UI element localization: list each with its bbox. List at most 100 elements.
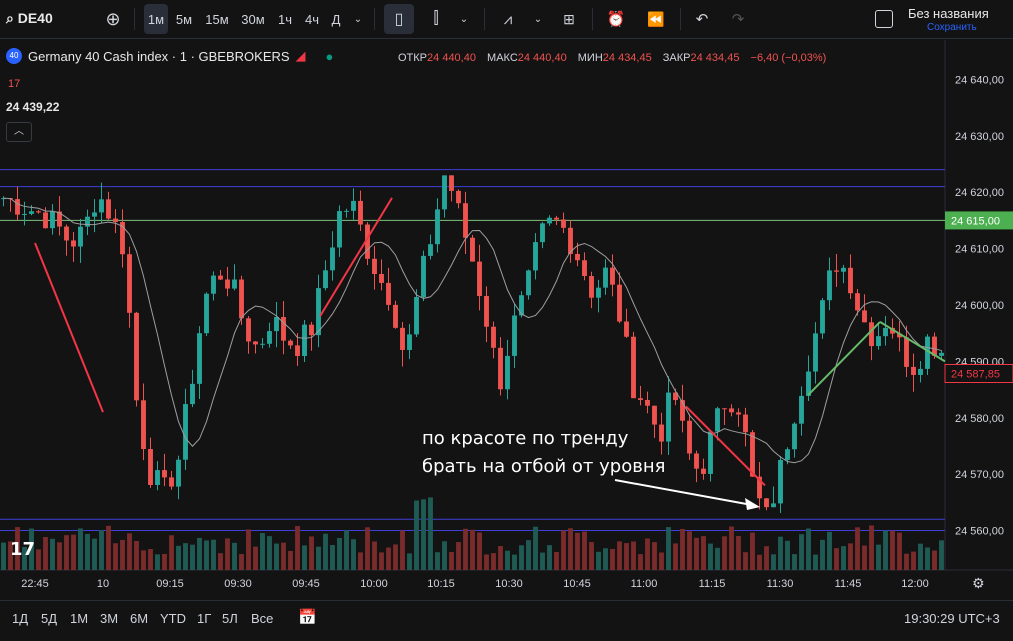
volume-bar (820, 539, 825, 570)
tf-4h[interactable]: 4ч (304, 11, 319, 27)
candle-body (547, 217, 552, 224)
indicators-icon[interactable]: ⫿ (433, 10, 439, 27)
chevron-down-icon[interactable]: ⌄ (353, 13, 363, 25)
candle-body (330, 247, 335, 271)
chevron-down-icon[interactable]: ⌄ (459, 13, 469, 25)
volume-bar (827, 531, 832, 570)
candle-body (904, 337, 909, 367)
candle-body (491, 326, 496, 348)
range-1d[interactable]: 1Д (12, 611, 29, 626)
candle-body (344, 210, 349, 212)
layout-checkbox[interactable] (875, 10, 893, 28)
candle-body (834, 270, 839, 272)
range-ytd[interactable]: YTD (160, 611, 186, 626)
range-3m[interactable]: 3М (100, 611, 119, 626)
candles-icon[interactable]: ▯ (384, 4, 414, 34)
candle-body (890, 327, 895, 334)
alert-icon[interactable]: ⏰ (606, 11, 626, 28)
range-5y[interactable]: 5Л (222, 611, 238, 626)
y-tick-label: 24 610,00 (955, 244, 1004, 256)
volume-bar (701, 536, 706, 570)
tf-15m[interactable]: 15м (205, 11, 229, 27)
volume-bar (897, 532, 902, 570)
range-all[interactable]: Все (251, 611, 274, 626)
range-1m[interactable]: 1М (70, 611, 89, 626)
tf-1m[interactable]: 1м (144, 4, 168, 34)
tf-30m[interactable]: 30м (241, 11, 265, 27)
candle-body (925, 336, 930, 369)
volume-bar (106, 525, 111, 570)
candle-body (71, 240, 76, 247)
volume-bar (911, 551, 916, 570)
price-chart[interactable]: 24 640,00 24 630,00 24 620,00 24 610,00 24 6… (0, 40, 1013, 600)
candle-body (526, 270, 531, 296)
volume-bar (337, 537, 342, 570)
save-label[interactable]: Сохранить (927, 22, 977, 33)
candle-body (652, 405, 657, 425)
volume-bar (729, 526, 734, 570)
candle-body (414, 297, 419, 335)
collapse-legend-button[interactable]: ︿ (6, 122, 32, 142)
trend-line-down (34, 242, 104, 413)
candle-body (568, 227, 573, 254)
volume-bar (848, 543, 853, 570)
layout-grid-icon[interactable]: ⊞ (563, 10, 575, 27)
redo-icon[interactable]: ↷ (731, 11, 745, 28)
volume-bar (29, 528, 34, 570)
candle-body (743, 414, 748, 433)
settings-icon[interactable]: ⚙ (972, 576, 985, 592)
range-5d[interactable]: 5Д (41, 611, 58, 626)
candle-body (575, 253, 580, 261)
volume-bar (834, 548, 839, 570)
tf-day[interactable]: Д (331, 11, 341, 27)
candle-body (281, 317, 286, 341)
candle-body (778, 459, 783, 504)
candle-body (169, 477, 174, 487)
tf-1h[interactable]: 1ч (277, 11, 292, 27)
candle-body (155, 470, 160, 485)
layout-title[interactable]: Без названия (908, 6, 989, 21)
add-symbol-button[interactable]: ⊕ (105, 8, 121, 29)
undo-icon[interactable]: ↶ (695, 11, 709, 28)
range-1y[interactable]: 1Г (197, 611, 212, 626)
y-tick-label: 24 560,00 (955, 526, 1004, 538)
clock-time[interactable]: 19:30:29 UTC+3 (904, 611, 1000, 626)
candle-body (596, 287, 601, 298)
candle-body (806, 371, 811, 396)
annotation-text: по красоте по тренду (422, 428, 629, 449)
volume-bar (715, 547, 720, 570)
candle-body (428, 244, 433, 256)
volume-bar (218, 553, 223, 570)
tradingview-logo: 17 (10, 539, 35, 560)
candle-body (582, 260, 587, 277)
replay-icon[interactable]: ⏪ (647, 10, 665, 27)
candle-body (127, 254, 132, 313)
volume-bar (169, 535, 174, 570)
volume-bar (904, 553, 909, 570)
instrument-name[interactable]: Germany 40 Cash index · 1 · GBEBROKERS (28, 48, 290, 64)
x-tick-label: 11:00 (631, 578, 658, 590)
volume-bar (792, 554, 797, 570)
candle-body (239, 279, 244, 319)
volume-bar (155, 554, 160, 570)
volume-bar (582, 531, 587, 570)
chevron-down-icon[interactable]: ⌄ (533, 13, 543, 25)
candle-body (22, 213, 27, 215)
volume-bar (309, 536, 314, 570)
volume-bar (344, 530, 349, 570)
instrument-badge: 40 (6, 48, 22, 64)
candle-body (358, 200, 363, 225)
candle-body (43, 212, 48, 229)
candle-body (99, 199, 104, 213)
candle-body (477, 261, 482, 296)
symbol-search[interactable]: ⌕ DE40 (6, 10, 53, 27)
volume-bar (477, 532, 482, 570)
candle-body (337, 211, 342, 248)
volume-bar (925, 547, 930, 570)
tf-5m[interactable]: 5м (175, 11, 193, 27)
range-6m[interactable]: 6М (130, 611, 149, 626)
calendar-icon[interactable]: 📅 (298, 609, 317, 626)
volume-bar (365, 527, 370, 570)
price-marker: 24 439,22 (6, 100, 60, 114)
chart-type-icon[interactable]: ⩘ (503, 10, 513, 28)
